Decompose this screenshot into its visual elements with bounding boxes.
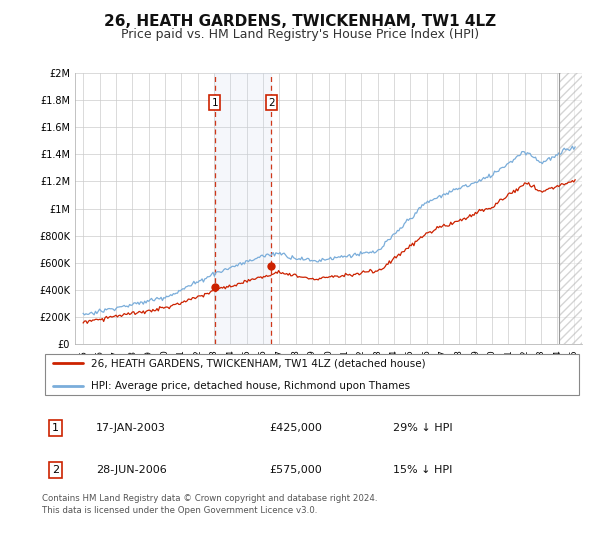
Text: 26, HEATH GARDENS, TWICKENHAM, TW1 4LZ (detached house): 26, HEATH GARDENS, TWICKENHAM, TW1 4LZ (…: [91, 358, 425, 368]
Text: £425,000: £425,000: [269, 423, 322, 433]
Text: 29% ↓ HPI: 29% ↓ HPI: [393, 423, 452, 433]
Text: 15% ↓ HPI: 15% ↓ HPI: [393, 465, 452, 475]
Text: Contains HM Land Registry data © Crown copyright and database right 2024.
This d: Contains HM Land Registry data © Crown c…: [42, 494, 377, 515]
Text: 1: 1: [211, 97, 218, 108]
Text: 1: 1: [52, 423, 59, 433]
Bar: [559, 73, 582, 344]
Text: 2: 2: [52, 465, 59, 475]
Text: £575,000: £575,000: [269, 465, 322, 475]
Text: 26, HEATH GARDENS, TWICKENHAM, TW1 4LZ: 26, HEATH GARDENS, TWICKENHAM, TW1 4LZ: [104, 14, 496, 29]
Text: 28-JUN-2006: 28-JUN-2006: [96, 465, 167, 475]
Text: 17-JAN-2003: 17-JAN-2003: [96, 423, 166, 433]
Text: 2: 2: [268, 97, 275, 108]
Text: Price paid vs. HM Land Registry's House Price Index (HPI): Price paid vs. HM Land Registry's House …: [121, 28, 479, 41]
Bar: [215, 73, 271, 344]
Text: HPI: Average price, detached house, Richmond upon Thames: HPI: Average price, detached house, Rich…: [91, 381, 410, 391]
FancyBboxPatch shape: [45, 354, 580, 395]
